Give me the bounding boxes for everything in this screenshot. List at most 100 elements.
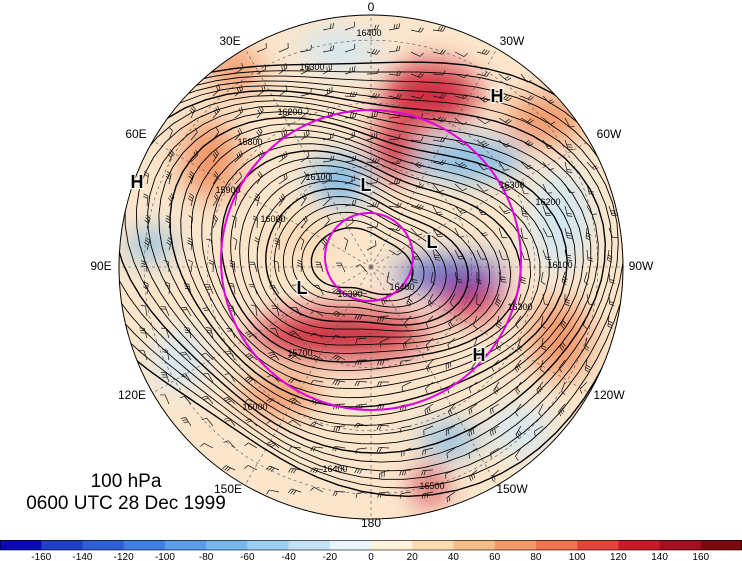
wind-barb — [232, 237, 238, 251]
wind-barb — [432, 249, 441, 261]
colorbar-swatch — [453, 540, 496, 550]
height-contour — [201, 136, 541, 381]
wind-barb — [228, 282, 236, 295]
contour-label: 16300 — [507, 302, 532, 312]
wind-barb — [515, 381, 522, 395]
wind-barb — [410, 203, 424, 210]
wind-barb — [425, 381, 434, 394]
wind-barb — [388, 249, 402, 256]
colorbar-swatch — [329, 540, 372, 550]
height-contour — [310, 227, 414, 296]
map-disc — [118, 14, 624, 520]
wind-barb — [447, 337, 456, 350]
wind-barb — [586, 249, 593, 262]
wind-barb — [542, 161, 555, 171]
wind-barb — [322, 64, 333, 75]
wind-barb — [564, 117, 575, 128]
height-contour — [211, 143, 532, 372]
contour-label: 16200 — [277, 107, 302, 117]
wind-barb — [144, 237, 151, 251]
wind-barb — [201, 395, 214, 405]
colorbar-swatch — [618, 540, 661, 550]
wind-barb — [608, 227, 618, 238]
wind-barb — [212, 171, 219, 185]
wind-barb — [288, 446, 302, 452]
longitude-label: 90W — [629, 259, 654, 273]
wind-barb — [166, 237, 173, 251]
wind-barb — [410, 94, 424, 99]
wind-barb — [300, 88, 312, 97]
wind-barb — [498, 205, 511, 215]
colorbar-tick-label: 120 — [610, 552, 627, 561]
wind-barb — [160, 394, 170, 405]
wind-barb — [490, 447, 500, 459]
wind-barb — [244, 376, 258, 383]
wind-barb — [454, 73, 468, 79]
wind-barb — [234, 63, 244, 75]
wind-barb — [376, 447, 390, 453]
wind-barb — [300, 64, 311, 75]
wind-barb — [542, 95, 555, 104]
wind-barb — [183, 283, 192, 295]
wind-barb — [542, 139, 554, 149]
wind-barb — [252, 215, 258, 229]
wind-barb — [449, 293, 456, 307]
wind-barb — [446, 491, 456, 503]
wind-barb — [376, 424, 390, 431]
wind-barb — [288, 378, 302, 384]
wind-barb — [212, 193, 219, 207]
wind-barb — [201, 352, 214, 361]
wind-barb — [355, 447, 368, 455]
colorbar-swatch — [412, 540, 454, 550]
wind-barb — [224, 373, 236, 383]
wind-barb — [579, 381, 588, 394]
wind-barb — [278, 109, 290, 119]
wind-barb — [454, 271, 463, 283]
wind-barb — [234, 127, 243, 141]
wind-barb — [333, 425, 346, 432]
height-contour — [230, 157, 512, 354]
wind-barb — [310, 486, 324, 493]
wind-barb — [432, 26, 446, 32]
contour-label: 16500 — [419, 481, 444, 491]
contour-label: 16400 — [389, 282, 414, 292]
colorbar-swatch — [164, 540, 207, 550]
pressure-center-labels: H H L L L H — [129, 85, 505, 367]
anomaly-patch — [252, 311, 428, 359]
height-contour — [119, 70, 623, 489]
wind-barb — [495, 293, 502, 307]
wind-barb — [266, 398, 280, 405]
wind-barb — [585, 227, 592, 241]
wind-barb — [564, 249, 572, 261]
height-contour — [169, 116, 568, 408]
wind-barb — [564, 183, 575, 194]
wind-barb — [231, 215, 237, 229]
wind-barb — [476, 71, 490, 77]
wind-barb — [322, 155, 335, 163]
wind-barb — [254, 193, 261, 207]
wind-barb — [607, 315, 614, 329]
wind-barb — [468, 425, 478, 437]
longitude-label: 120E — [118, 388, 146, 402]
wind-barb — [138, 349, 148, 361]
highlight-latitude-circle — [220, 109, 522, 411]
wind-barb — [540, 271, 546, 285]
height-contour — [119, 61, 623, 498]
wind-barb — [476, 271, 482, 285]
meridian-gridline — [370, 48, 498, 268]
wind-barb — [354, 291, 368, 297]
wind-barb — [354, 422, 368, 429]
wind-barb — [244, 353, 258, 361]
wind-barb — [179, 396, 192, 405]
height-contour — [191, 129, 550, 390]
wind-barb — [310, 421, 324, 427]
wind-barb — [344, 155, 357, 163]
wind-barb — [273, 260, 280, 273]
wind-barb — [165, 215, 171, 229]
wind-barb — [332, 354, 346, 361]
wind-barb — [366, 177, 379, 185]
wind-barb — [473, 315, 478, 329]
highlight-latitude-circle — [324, 212, 414, 302]
wind-barb — [229, 260, 236, 273]
anomaly-patch — [382, 63, 478, 127]
